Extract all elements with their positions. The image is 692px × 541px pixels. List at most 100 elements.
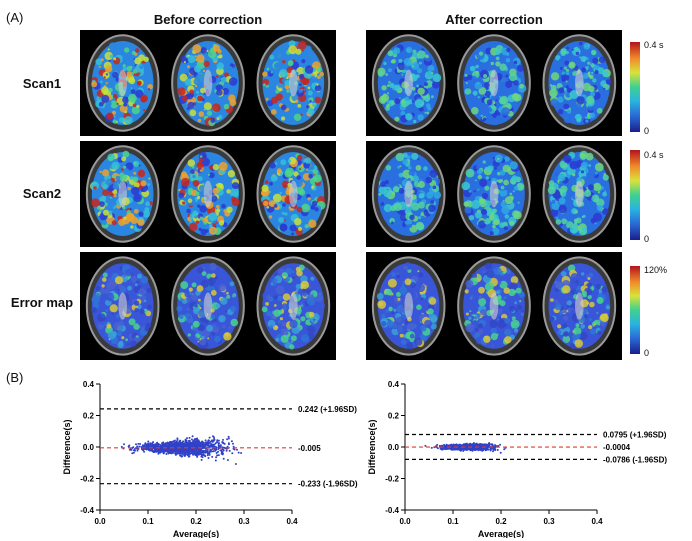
colorbar-error-min: 0 [644, 348, 650, 358]
data-point [181, 455, 184, 458]
data-point [214, 459, 217, 462]
data-point [196, 437, 199, 440]
data-point [503, 448, 506, 451]
data-point [220, 449, 223, 452]
data-point [488, 442, 491, 444]
data-point [216, 439, 219, 442]
y-tick-label: -0.4 [80, 506, 94, 515]
data-point [227, 437, 230, 440]
data-point [194, 451, 196, 454]
brain-slice [171, 145, 245, 243]
data-point [211, 455, 214, 458]
data-point [217, 450, 219, 453]
data-point [132, 446, 135, 449]
data-point [178, 443, 181, 446]
data-point [190, 444, 193, 447]
x-tick-label: 0.2 [190, 517, 202, 526]
data-point [147, 440, 150, 443]
brain-image-error-after [366, 252, 622, 360]
data-point [228, 449, 231, 452]
brain-slice [256, 34, 331, 132]
data-point [173, 441, 176, 444]
x-tick-label: 0.3 [543, 517, 555, 526]
data-point [164, 444, 167, 447]
data-point [204, 439, 207, 442]
data-point [436, 443, 439, 446]
data-point [499, 451, 502, 454]
panel-a-label: (A) [6, 10, 24, 25]
data-point [484, 447, 487, 450]
panel-b-label: (B) [6, 370, 24, 385]
column-title-before: Before correction [153, 12, 263, 27]
data-point [156, 444, 158, 447]
data-point [494, 449, 497, 451]
row-label-scan2: Scan2 [22, 186, 62, 201]
brain-slice [457, 145, 531, 243]
data-point [149, 449, 152, 452]
brain-image-scan1-before [80, 30, 336, 136]
data-point [231, 452, 234, 455]
data-point [145, 448, 148, 451]
data-point [187, 440, 190, 442]
data-point [217, 448, 220, 451]
data-point [227, 435, 230, 438]
data-point [160, 450, 163, 453]
data-point [223, 446, 226, 449]
data-point [139, 443, 142, 445]
data-point [217, 442, 220, 445]
data-point [225, 449, 228, 452]
y-tick-label: -0.4 [385, 506, 399, 515]
brain-slice [457, 34, 531, 132]
y-axis-label: Difference(s) [367, 419, 377, 474]
data-point [177, 448, 180, 451]
data-point [462, 449, 465, 452]
data-point [184, 449, 187, 452]
x-tick-label: 0.0 [94, 517, 106, 526]
colorbar-error [630, 266, 640, 354]
brain-slice [256, 256, 331, 356]
data-point [169, 440, 172, 443]
data-point [211, 440, 214, 443]
data-point [466, 447, 469, 450]
data-point [168, 446, 171, 449]
data-point [158, 448, 161, 450]
data-point [497, 444, 500, 447]
colorbar-scan1 [630, 42, 640, 132]
x-axis-label: Average(s) [173, 529, 219, 538]
data-point [160, 447, 163, 450]
brain-slice [371, 34, 446, 132]
data-point [196, 439, 199, 442]
x-tick-label: 0.1 [142, 517, 154, 526]
row-label-error-map: Error map [10, 295, 74, 310]
data-point [475, 442, 478, 445]
data-point [233, 448, 236, 451]
data-point [188, 436, 191, 439]
data-point [454, 448, 457, 451]
brain-slice [85, 34, 160, 132]
data-point [178, 451, 181, 454]
data-point [198, 450, 201, 453]
data-point [475, 444, 477, 447]
data-point [176, 438, 179, 441]
y-tick-label: 0.4 [83, 380, 95, 389]
data-point [206, 444, 209, 446]
data-point [206, 454, 209, 457]
brain-slice [542, 34, 617, 132]
data-point [201, 442, 204, 445]
data-point [459, 443, 462, 446]
data-point [172, 450, 175, 453]
data-point [457, 446, 460, 449]
data-point [220, 452, 223, 455]
brain-image-error-before [80, 252, 336, 360]
data-point [151, 450, 154, 453]
data-point [227, 443, 230, 446]
x-tick-label: 0.0 [399, 517, 411, 526]
data-point [484, 449, 487, 452]
data-point [430, 446, 433, 449]
data-point [191, 452, 193, 455]
data-point [450, 445, 453, 448]
data-point [207, 452, 209, 455]
brain-slice [371, 256, 446, 356]
x-axis-label: Average(s) [478, 529, 524, 538]
colorbar-scan2-max: 0.4 s [644, 150, 664, 160]
